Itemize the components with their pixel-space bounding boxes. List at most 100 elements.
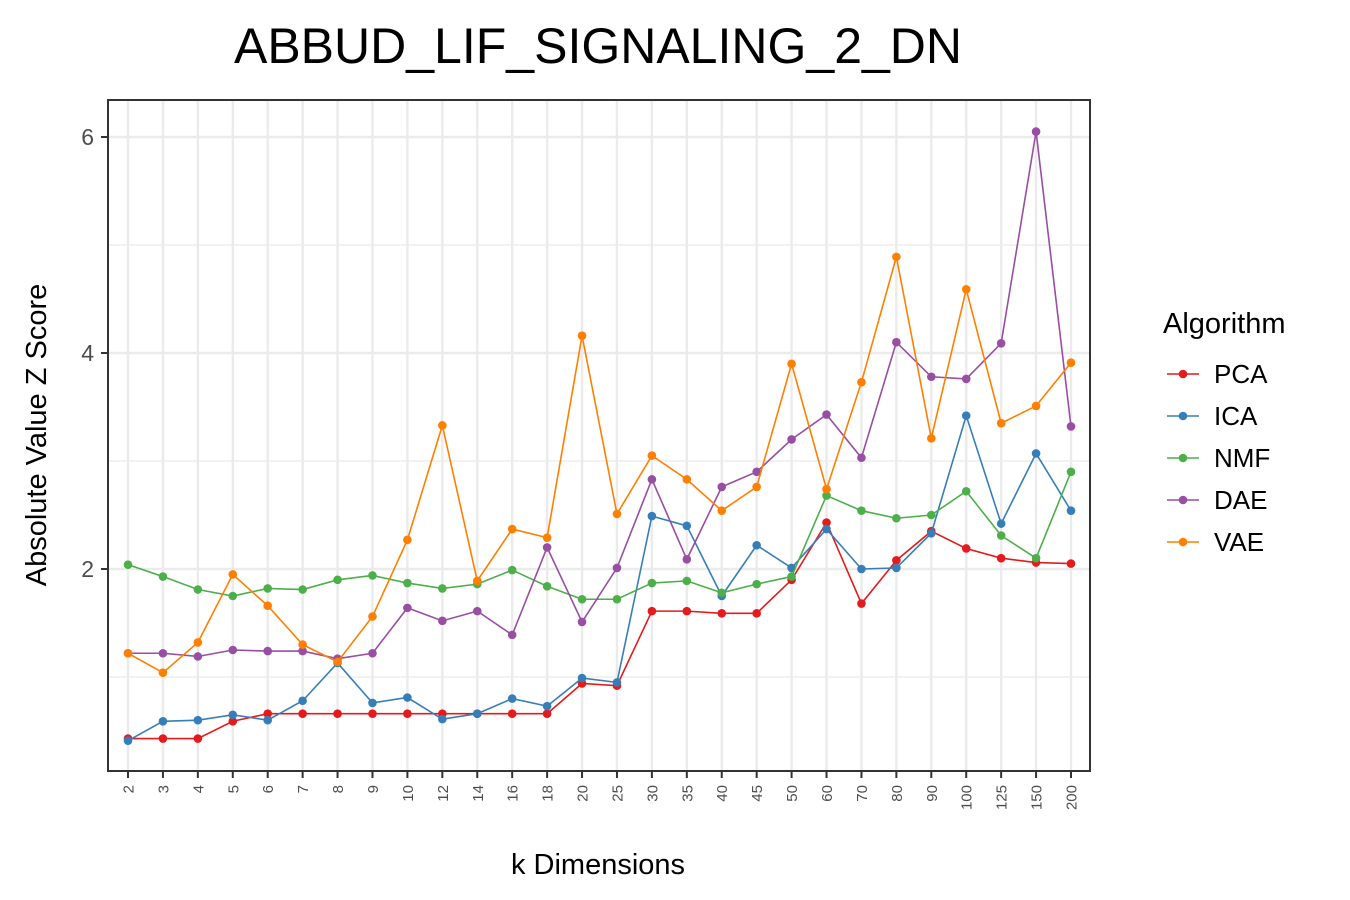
x-tick-label: 3 — [155, 785, 172, 793]
x-tick-label: 80 — [889, 785, 906, 802]
x-tick-label: 200 — [1064, 785, 1081, 810]
data-point-nmf — [577, 594, 587, 604]
data-point-vae — [1031, 401, 1041, 411]
data-point-nmf — [438, 584, 447, 593]
series-line-nmf — [127, 471, 1072, 601]
data-point-pca — [682, 606, 692, 616]
x-tick-label: 18 — [540, 785, 557, 802]
data-point-nmf — [333, 575, 342, 585]
data-point-nmf — [1031, 553, 1041, 563]
data-point-dae — [612, 563, 622, 573]
data-point-vae — [857, 377, 866, 387]
data-point-nmf — [926, 510, 936, 520]
x-tick-label: 70 — [854, 785, 871, 802]
x-tick-label: 150 — [1029, 785, 1046, 810]
series-line-dae — [128, 131, 1072, 660]
y-tick-label: 2 — [81, 556, 94, 582]
data-point-nmf — [542, 581, 552, 591]
x-tick-label: 6 — [260, 785, 277, 793]
data-point-pca — [542, 709, 552, 719]
data-point-ica — [403, 693, 412, 702]
data-point-ica — [857, 564, 866, 574]
data-point-dae — [577, 617, 587, 627]
data-point-ica — [298, 696, 307, 706]
data-point-dae — [193, 652, 203, 661]
data-point-nmf — [787, 572, 796, 581]
legend: Algorithm PCA ICA NMF DAE VAE — [1163, 308, 1286, 557]
data-point-dae — [822, 410, 831, 419]
legend-key-point — [1178, 537, 1188, 547]
legend-label: PCA — [1214, 359, 1268, 389]
data-point-nmf — [647, 578, 657, 588]
data-point-nmf — [682, 576, 692, 586]
data-point-vae — [612, 509, 622, 519]
data-point-ica — [193, 715, 203, 725]
x-tick-label: 60 — [819, 785, 836, 802]
series-ica — [123, 411, 1076, 746]
chart-title: ABBUD_LIF_SIGNALING_2_DN — [234, 18, 962, 74]
series-nmf — [123, 467, 1076, 604]
x-tick-label: 8 — [330, 785, 347, 793]
plot-background — [108, 100, 1090, 771]
data-point-ica — [822, 524, 831, 534]
data-point-vae — [438, 421, 447, 430]
data-point-dae — [926, 372, 936, 382]
data-point-vae — [996, 418, 1006, 428]
data-point-ica — [1066, 506, 1076, 515]
data-point-pca — [263, 709, 273, 719]
data-point-vae — [158, 668, 168, 677]
x-tick-label: 50 — [784, 785, 801, 802]
x-tick-label: 14 — [470, 785, 487, 802]
data-point-nmf — [507, 565, 517, 575]
data-point-pca — [507, 709, 517, 719]
data-point-vae — [403, 535, 412, 545]
data-point-vae — [298, 640, 307, 649]
data-point-vae — [717, 506, 727, 515]
data-point-dae — [298, 646, 307, 656]
data-point-ica — [472, 709, 482, 719]
data-point-vae — [228, 570, 238, 579]
data-point-dae — [787, 435, 796, 444]
data-point-vae — [542, 533, 552, 542]
data-point-nmf — [263, 584, 273, 593]
data-point-vae — [472, 576, 482, 586]
data-point-nmf — [403, 578, 412, 588]
data-point-ica — [228, 710, 238, 720]
data-point-dae — [752, 467, 761, 477]
data-point-ica — [577, 673, 587, 683]
data-point-vae — [123, 648, 133, 658]
data-point-ica — [123, 736, 133, 746]
data-point-ica — [682, 521, 692, 531]
legend-item-dae: DAE — [1167, 485, 1267, 515]
plot-frame — [107, 99, 1091, 772]
data-point-pca — [752, 608, 761, 618]
data-point-ica — [542, 701, 552, 711]
legend-label: NMF — [1214, 443, 1270, 473]
data-point-vae — [577, 331, 587, 341]
data-point-dae — [682, 554, 692, 564]
x-tick-label: 90 — [924, 785, 941, 802]
data-point-dae — [263, 646, 273, 656]
data-point-dae — [438, 616, 447, 626]
data-point-pca — [228, 716, 238, 726]
data-point-dae — [368, 648, 377, 658]
data-point-vae — [752, 482, 761, 492]
data-point-ica — [612, 678, 622, 687]
series-line-ica — [127, 412, 1072, 742]
legend-label: VAE — [1214, 527, 1264, 557]
data-point-pca — [1066, 559, 1076, 568]
x-tick-label: 40 — [714, 785, 731, 802]
data-point-nmf — [123, 560, 133, 569]
x-tick-label: 9 — [365, 785, 382, 793]
data-point-ica — [507, 694, 517, 703]
data-point-dae — [717, 482, 727, 492]
legend-item-nmf: NMF — [1167, 443, 1270, 473]
data-point-vae — [1066, 358, 1076, 368]
legend-key-point — [1178, 369, 1188, 379]
legend-key-point — [1178, 411, 1188, 421]
data-point-pca — [717, 608, 727, 618]
legend-key-point — [1178, 453, 1188, 463]
series-vae — [123, 252, 1076, 677]
